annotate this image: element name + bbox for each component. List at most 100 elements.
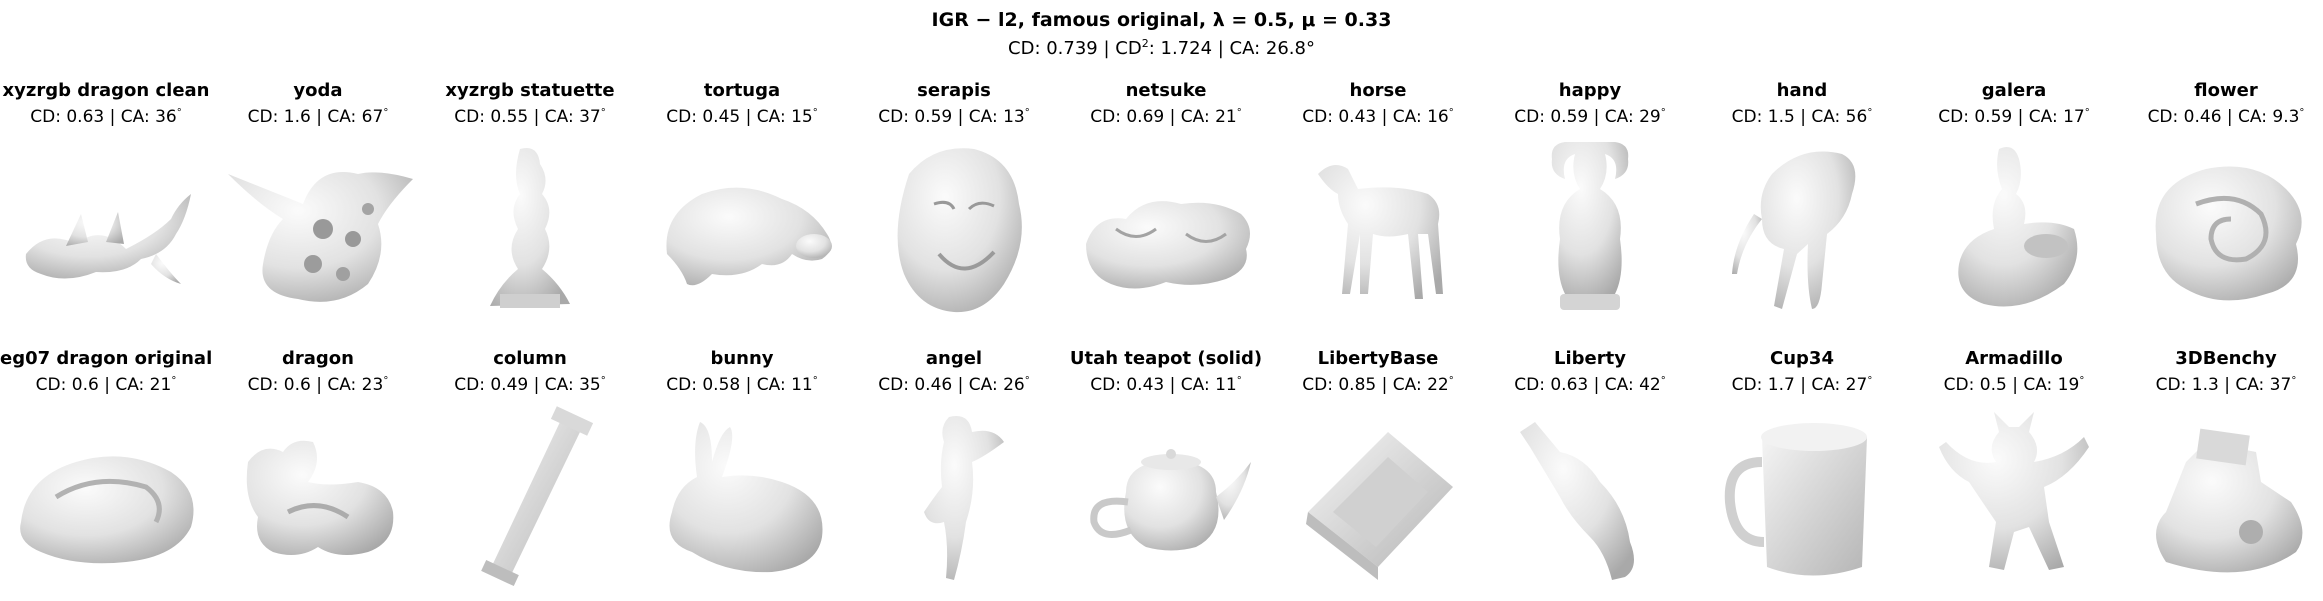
panel-stats-value: CD: 0.46 | CA: 9.3 [2147, 107, 2300, 127]
panel-17: Utah teapot (solid) CD: 0.43 | CA: 11° [1060, 348, 1272, 592]
panel-stats-value: CD: 0.63 | CA: 36 [30, 107, 177, 127]
panel-stats-value: CD: 1.3 | CA: 37 [2155, 375, 2292, 395]
panel-2: yoda CD: 1.6 | CA: 67° [212, 80, 424, 324]
panel-title: netsuke [1125, 80, 1207, 101]
panel-5: serapis CD: 0.59 | CA: 13° [848, 80, 1060, 324]
panel-title: xyzrgb statuette [445, 80, 615, 101]
degree-symbol: ° [2079, 375, 2085, 387]
panel-stats-value: CD: 0.58 | CA: 11 [666, 375, 813, 395]
panel-stats: CD: 0.43 | CA: 11° [1060, 374, 1272, 396]
panel-14: column CD: 0.49 | CA: 35° [424, 348, 636, 592]
dragon-icon [25, 194, 191, 284]
panel-stats: CD: 0.59 | CA: 29° [1484, 106, 1696, 128]
galera-icon [1958, 146, 2078, 307]
panel-13: dragon CD: 0.6 | CA: 23° [212, 348, 424, 592]
panel-20: Cup34 CD: 1.7 | CA: 27° [1696, 348, 1908, 592]
panel-stats-value: CD: 0.69 | CA: 21 [1090, 107, 1237, 127]
panel-stats: CD: 0.58 | CA: 11° [636, 374, 848, 396]
title-lambda: λ = 0.5, [1212, 9, 1295, 31]
panel-stats-value: CD: 0.43 | CA: 16 [1302, 107, 1449, 127]
degree-symbol: ° [600, 107, 606, 119]
panel-stats: CD: 0.69 | CA: 21° [1060, 106, 1272, 128]
panel-title: 3DBenchy [2175, 348, 2277, 369]
degree-symbol: ° [1448, 375, 1454, 387]
angel-icon [924, 416, 1004, 580]
pedestal-icon [1306, 432, 1453, 580]
degree-symbol: ° [1024, 375, 1030, 387]
cup-icon [1724, 423, 1867, 576]
panel-title: LibertyBase [1317, 348, 1439, 369]
dragon-coil-icon [246, 440, 394, 556]
panel-stats: CD: 0.63 | CA: 36° [0, 106, 212, 128]
yoda-icon [228, 172, 413, 302]
panel-title: flower [2194, 80, 2258, 101]
stats-rest: : 1.724 | CA: 26.8 [1148, 38, 1306, 59]
armadillo-icon [1939, 412, 2089, 570]
panel-stats: CD: 0.6 | CA: 23° [212, 374, 424, 396]
panel-15: bunny CD: 0.58 | CA: 11° [636, 348, 848, 592]
panel-1: xyzrgb dragon clean CD: 0.63 | CA: 36° [0, 80, 212, 324]
panel-stats: CD: 1.6 | CA: 67° [212, 106, 424, 128]
panel-stats-value: CD: 0.6 | CA: 21 [35, 375, 172, 395]
panel-title: angel [925, 348, 983, 369]
panel-title: Liberty [1554, 348, 1626, 369]
panel-12: eg07 dragon original CD: 0.6 | CA: 21° [0, 348, 212, 592]
degree-symbol: ° [812, 107, 818, 119]
panel-stats: CD: 0.46 | CA: 9.3° [2120, 106, 2323, 128]
panel-stats: CD: 0.46 | CA: 26° [848, 374, 1060, 396]
panel-stats: CD: 0.6 | CA: 21° [0, 374, 212, 396]
panel-stats-value: CD: 1.6 | CA: 67 [247, 107, 384, 127]
panel-stats: CD: 0.59 | CA: 17° [1908, 106, 2120, 128]
panel-stats: CD: 0.5 | CA: 19° [1908, 374, 2120, 396]
panel-stats-value: CD: 0.59 | CA: 29 [1514, 107, 1661, 127]
panel-title: bunny [710, 348, 774, 369]
flower-icon [2155, 166, 2302, 301]
degree-symbol: ° [2299, 107, 2305, 119]
panel-title: Armadillo [1965, 348, 2063, 369]
panel-22: 3DBenchy CD: 1.3 | CA: 37° [2120, 348, 2323, 592]
panel-title: yoda [293, 80, 343, 101]
turtle-icon [666, 187, 832, 286]
panel-11: flower CD: 0.46 | CA: 9.3° [2120, 80, 2323, 324]
degree-symbol: ° [1236, 375, 1242, 387]
degree-symbol: ° [383, 107, 389, 119]
panel-stats: CD: 0.49 | CA: 35° [424, 374, 636, 396]
panel-stats-value: CD: 0.85 | CA: 22 [1302, 375, 1449, 395]
panel-21: Armadillo CD: 0.5 | CA: 19° [1908, 348, 2120, 592]
panel-title: hand [1776, 80, 1828, 101]
panel-stats-value: CD: 0.43 | CA: 11 [1090, 375, 1237, 395]
shell-dragon-icon [20, 456, 194, 564]
panel-title: tortuga [703, 80, 781, 101]
panel-9: hand CD: 1.5 | CA: 56° [1696, 80, 1908, 324]
panel-3: xyzrgb statuette CD: 0.55 | CA: 37° [424, 80, 636, 324]
degree-symbol: ° [1867, 107, 1873, 119]
panel-stats: CD: 0.63 | CA: 42° [1484, 374, 1696, 396]
teapot-icon [1090, 449, 1251, 551]
figure-header: IGR − l2, famous original, λ = 0.5, μ = … [0, 8, 2323, 62]
panel-title: xyzrgb dragon clean [2, 80, 210, 101]
panel-stats-value: CD: 0.55 | CA: 37 [454, 107, 601, 127]
stats-degree: ° [1305, 38, 1315, 59]
degree-symbol: ° [600, 375, 606, 387]
horse-icon [1318, 165, 1443, 299]
netsuke-icon [1086, 201, 1250, 289]
degree-symbol: ° [1660, 107, 1666, 119]
title-method: IGR − l2, [931, 9, 1025, 31]
panel-stats: CD: 1.7 | CA: 27° [1696, 374, 1908, 396]
liberty-icon [1520, 422, 1634, 580]
figure-title: IGR − l2, famous original, λ = 0.5, μ = … [0, 8, 2323, 32]
benchy-icon [2156, 428, 2303, 573]
panel-stats-value: CD: 0.6 | CA: 23 [247, 375, 384, 395]
panel-stats-value: CD: 0.49 | CA: 35 [454, 375, 601, 395]
panel-stats: CD: 0.43 | CA: 16° [1272, 106, 1484, 128]
degree-symbol: ° [2291, 375, 2297, 387]
hand-icon [1732, 151, 1856, 309]
panel-stats: CD: 0.45 | CA: 15° [636, 106, 848, 128]
panel-16: angel CD: 0.46 | CA: 26° [848, 348, 1060, 592]
panel-8: happy CD: 0.59 | CA: 29° [1484, 80, 1696, 324]
panel-stats-value: CD: 0.45 | CA: 15 [666, 107, 813, 127]
panel-title: happy [1558, 80, 1622, 101]
degree-symbol: ° [1236, 107, 1242, 119]
stats-cd: CD: 0.739 | CD [1008, 38, 1142, 59]
degree-symbol: ° [812, 375, 818, 387]
